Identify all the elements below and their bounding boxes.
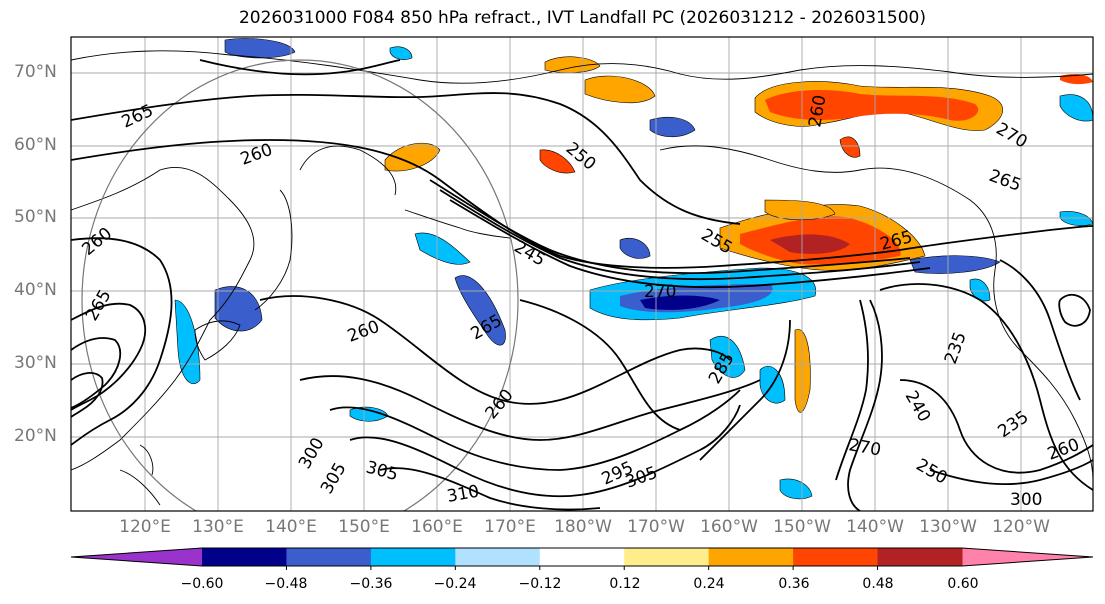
graticule bbox=[71, 37, 1093, 511]
colorbar-tick-label: −0.48 bbox=[264, 576, 308, 592]
lon-label: 130°W bbox=[919, 517, 977, 537]
colorbar-tick-label: −0.24 bbox=[433, 576, 477, 592]
lon-label: 130°E bbox=[192, 517, 244, 537]
colorbar-tick-label: −0.60 bbox=[180, 576, 224, 592]
map-frame bbox=[70, 36, 1094, 512]
colorbar-swatch bbox=[539, 548, 625, 566]
lon-label: 140°E bbox=[265, 517, 317, 537]
lat-label: 50°N bbox=[14, 207, 57, 227]
region-circles bbox=[81, 59, 519, 511]
colorbar-extend-high bbox=[962, 548, 1093, 566]
lon-label: 170°E bbox=[484, 517, 536, 537]
lat-label: 20°N bbox=[14, 426, 57, 446]
contour-label: 300 bbox=[1010, 490, 1042, 510]
colorbar-swatch bbox=[793, 548, 879, 566]
shading-alaska-strong bbox=[765, 90, 979, 121]
shading-gulf-darkred bbox=[770, 234, 850, 254]
colorbar-tick-label: 0.60 bbox=[947, 576, 979, 592]
lon-label: 160°E bbox=[411, 517, 463, 537]
lon-label: 120°W bbox=[992, 517, 1050, 537]
lat-label: 40°N bbox=[14, 280, 57, 300]
colorbar-swatch bbox=[370, 548, 456, 566]
colorbar-tick-label: 0.12 bbox=[609, 576, 641, 592]
lon-label: 180°W bbox=[554, 517, 612, 537]
colorbar-swatch bbox=[286, 548, 372, 566]
colorbar-swatch bbox=[202, 548, 287, 566]
colorbar-swatch bbox=[708, 548, 794, 566]
colorbar-swatch bbox=[455, 548, 541, 566]
colorbar-swatch bbox=[624, 548, 710, 566]
lat-label: 70°N bbox=[14, 62, 57, 82]
map-title: 2026031000 F084 850 hPa refract., IVT La… bbox=[238, 8, 926, 28]
colorbar-swatch bbox=[877, 548, 963, 566]
lon-label: 150°W bbox=[773, 517, 831, 537]
lon-label: 170°W bbox=[627, 517, 685, 537]
lon-label: 140°W bbox=[846, 517, 904, 537]
lon-label: 150°E bbox=[338, 517, 390, 537]
refractivity-contours bbox=[71, 59, 1093, 511]
contour-label: 270 bbox=[644, 282, 676, 302]
lon-label: 160°W bbox=[700, 517, 758, 537]
lon-label: 120°E bbox=[119, 517, 171, 537]
colorbar-tick-label: 0.24 bbox=[693, 576, 725, 592]
colorbar bbox=[70, 547, 1094, 570]
colorbar-tick-label: −0.12 bbox=[518, 576, 562, 592]
colorbar-tick-label: 0.48 bbox=[862, 576, 894, 592]
colorbar-extend-low bbox=[71, 548, 202, 566]
colorbar-outline bbox=[70, 547, 1094, 567]
colorbar-tick-label: −0.36 bbox=[349, 576, 393, 592]
lat-label: 30°N bbox=[14, 353, 57, 373]
lat-label: 60°N bbox=[14, 135, 57, 155]
colorbar-tick-label: 0.36 bbox=[778, 576, 810, 592]
